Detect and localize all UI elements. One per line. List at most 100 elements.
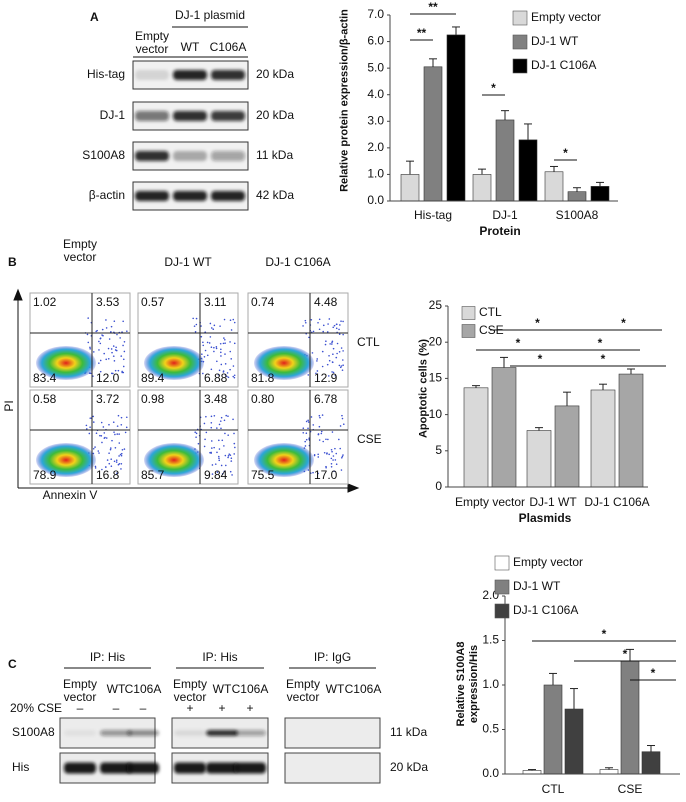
flow-event bbox=[122, 358, 125, 361]
flow-event bbox=[233, 432, 235, 435]
flow-event bbox=[341, 414, 343, 417]
flow-event bbox=[334, 374, 337, 377]
flow-event bbox=[233, 376, 236, 379]
quadrant-value: 6.88 bbox=[204, 371, 228, 385]
flow-event bbox=[125, 416, 128, 419]
flow-event bbox=[331, 431, 334, 433]
flow-event bbox=[213, 324, 216, 327]
flow-event bbox=[327, 438, 329, 441]
flow-event bbox=[220, 464, 223, 467]
flow-event bbox=[325, 465, 327, 468]
flow-event bbox=[226, 375, 228, 378]
column-header: Empty vector bbox=[62, 237, 97, 264]
blot-size-label: 11 kDa bbox=[390, 725, 427, 739]
flow-density bbox=[254, 443, 314, 477]
flow-event bbox=[98, 452, 100, 454]
error-bar bbox=[605, 767, 613, 770]
flow-event bbox=[204, 349, 207, 352]
flow-event bbox=[104, 436, 106, 439]
significance-mark: * bbox=[491, 81, 496, 95]
lane-label: C106A bbox=[125, 682, 162, 696]
flow-event bbox=[326, 331, 329, 333]
flow-density bbox=[144, 346, 204, 380]
flow-event bbox=[124, 431, 127, 434]
flow-event bbox=[218, 423, 221, 426]
panel-letter: A bbox=[90, 10, 99, 24]
flow-event bbox=[113, 360, 116, 362]
flow-event bbox=[122, 344, 124, 347]
flow-event bbox=[221, 473, 224, 475]
y-tick-label: 5.0 bbox=[367, 60, 384, 74]
bar bbox=[491, 367, 517, 488]
legend-label: CTL bbox=[479, 305, 502, 319]
flow-event bbox=[340, 469, 343, 471]
blot-size-label: 20 kDa bbox=[390, 760, 428, 774]
flow-event bbox=[308, 336, 310, 339]
lane-label: WT bbox=[213, 682, 232, 696]
y-axis-title: Relative protein expression/β-actin bbox=[338, 9, 351, 192]
blot-band bbox=[206, 762, 238, 774]
error-bar bbox=[429, 58, 437, 67]
flow-event bbox=[318, 439, 321, 441]
flow-event bbox=[210, 426, 213, 429]
legend-swatch bbox=[494, 603, 510, 619]
flow-event bbox=[322, 440, 325, 443]
flow-event bbox=[114, 369, 117, 372]
flow-event bbox=[322, 330, 324, 333]
flow-event bbox=[318, 318, 321, 321]
flow-event bbox=[92, 421, 95, 423]
flow-density bbox=[36, 443, 96, 477]
flow-event bbox=[202, 344, 205, 347]
flow-event bbox=[215, 347, 218, 350]
flow-event bbox=[226, 372, 229, 374]
bar bbox=[620, 660, 640, 775]
flow-event bbox=[341, 359, 344, 361]
legend-swatch bbox=[494, 555, 510, 571]
flow-event bbox=[115, 459, 118, 462]
flow-event bbox=[86, 333, 89, 336]
flow-event bbox=[98, 340, 100, 343]
flow-event bbox=[106, 459, 109, 461]
flow-event bbox=[318, 414, 321, 417]
bar bbox=[618, 373, 644, 488]
bar bbox=[446, 34, 466, 202]
significance-mark: * bbox=[538, 352, 543, 366]
quadrant-value: 0.57 bbox=[141, 295, 165, 309]
flow-event bbox=[340, 347, 343, 349]
flow-event bbox=[227, 454, 230, 457]
flow-event bbox=[327, 375, 330, 377]
flow-event bbox=[224, 338, 226, 341]
blot-panel bbox=[284, 717, 381, 749]
x-tick-label: His-tag bbox=[414, 208, 452, 222]
flow-event bbox=[233, 453, 236, 455]
flow-event bbox=[221, 439, 224, 442]
flow-event bbox=[304, 445, 307, 447]
flow-event bbox=[114, 447, 117, 449]
flow-event bbox=[110, 372, 113, 375]
flow-event bbox=[321, 350, 324, 353]
flow-event bbox=[220, 355, 222, 357]
flow-event bbox=[332, 371, 335, 374]
significance-mark: * bbox=[563, 146, 568, 160]
quadrant-value: 12.0 bbox=[96, 371, 120, 385]
flow-event bbox=[229, 350, 232, 353]
flow-event bbox=[89, 347, 91, 350]
flow-event bbox=[95, 432, 98, 435]
blot-band bbox=[135, 191, 169, 201]
flow-event bbox=[115, 346, 117, 349]
quadrant-value: 0.98 bbox=[141, 392, 165, 406]
x-axis-title: Plasmids bbox=[519, 511, 572, 525]
bar bbox=[526, 430, 552, 488]
quadrant-value: 0.80 bbox=[251, 392, 275, 406]
flow-event bbox=[87, 341, 90, 344]
blot-row-label: β-actin bbox=[89, 188, 125, 202]
flow-event bbox=[94, 467, 97, 469]
flow-event bbox=[85, 428, 88, 430]
y-tick-label: 0.0 bbox=[367, 193, 384, 207]
blot-size-label: 42 kDa bbox=[256, 188, 294, 202]
quadrant-value: 89.4 bbox=[141, 371, 165, 385]
flow-event bbox=[304, 440, 306, 443]
blot-band bbox=[100, 730, 132, 736]
flow-event bbox=[223, 445, 225, 447]
quadrant-value: 83.4 bbox=[33, 371, 57, 385]
